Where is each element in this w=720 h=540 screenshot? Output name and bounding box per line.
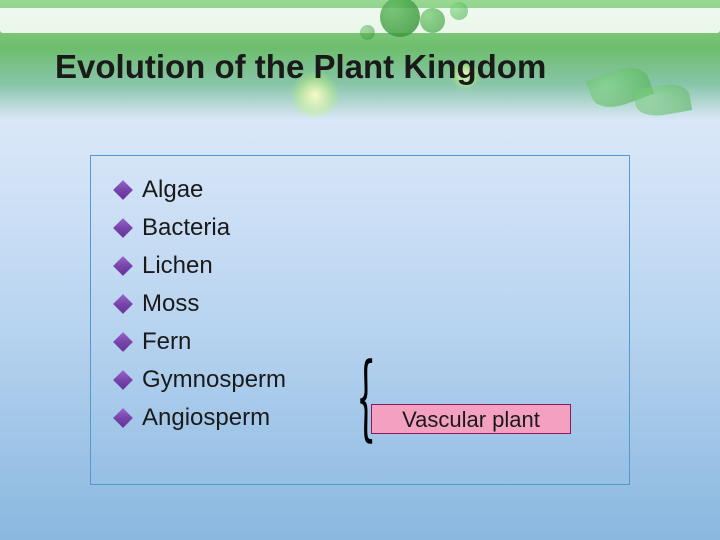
diamond-bullet-icon xyxy=(113,408,133,428)
diamond-bullet-icon xyxy=(113,180,133,200)
list-item-label: Angiosperm xyxy=(142,404,270,432)
curly-brace-icon: ︸ xyxy=(327,356,372,446)
content-box: Algae Bacteria Lichen Moss Fern Gymnospe… xyxy=(90,155,630,485)
list-item-label: Fern xyxy=(142,328,191,356)
list-item: Moss xyxy=(116,290,604,318)
slide-container: Evolution of the Plant Kingdom Algae Bac… xyxy=(0,0,720,540)
decoration-bubble xyxy=(360,25,375,40)
decoration-bubble xyxy=(450,2,468,20)
diamond-bullet-icon xyxy=(113,256,133,276)
list-item-label: Algae xyxy=(142,176,203,204)
list-item: Fern xyxy=(116,328,604,356)
list-item-label: Bacteria xyxy=(142,214,230,242)
diamond-bullet-icon xyxy=(113,370,133,390)
list-item-label: Lichen xyxy=(142,252,213,280)
diamond-bullet-icon xyxy=(113,294,133,314)
decoration-bubble xyxy=(420,8,445,33)
list-item: Bacteria xyxy=(116,214,604,242)
list-item: Lichen xyxy=(116,252,604,280)
list-item: Algae xyxy=(116,176,604,204)
list-item-label: Gymnosperm xyxy=(142,366,286,394)
vascular-plant-callout: Vascular plant xyxy=(371,404,571,434)
list-item-label: Moss xyxy=(142,290,199,318)
diamond-bullet-icon xyxy=(113,332,133,352)
diamond-bullet-icon xyxy=(113,218,133,238)
slide-title: Evolution of the Plant Kingdom xyxy=(55,48,546,86)
